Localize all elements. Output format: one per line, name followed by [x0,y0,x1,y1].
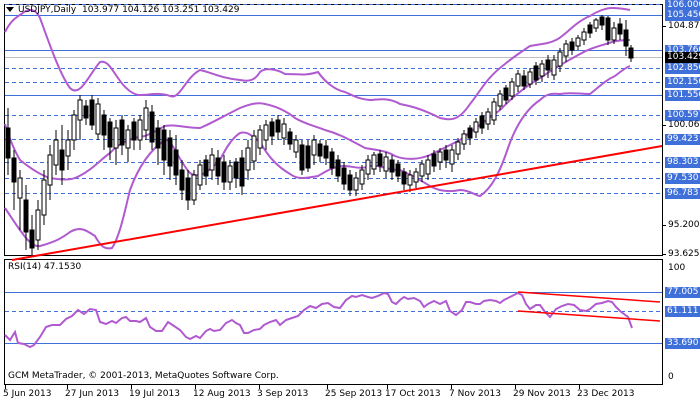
time-tick-label: 27 Jun 2013 [65,389,120,399]
time-tick-label: 25 Sep 2013 [325,389,383,399]
time-tick-label: 12 Aug 2013 [193,389,251,399]
time-tick-label: 23 Dec 2013 [577,389,635,399]
price-axis-ticks [662,26,666,255]
time-tick-label: 5 Jun 2013 [3,389,52,399]
price-level-label: 101.550 [665,90,700,101]
symbol-label: USDJPY,Daily [18,5,77,15]
candlesticks [5,15,634,255]
rsi-header: RSI(14) 47.1530 [8,262,82,272]
rsi-tick-label: 100 [668,263,686,273]
time-tick-label: 7 Nov 2013 [449,389,501,399]
price-level-label: 100.597 [665,110,700,121]
price-level-label: 106.000 [665,0,700,11]
rsi-level-lines [5,292,662,344]
bollinger-middle [4,39,631,181]
current-price-label: 103.429 [665,52,700,63]
copyright-text: GCM MetaTrader, © 2001-2013, MetaQuotes … [8,371,279,381]
support-trendline[interactable] [11,145,663,261]
time-tick-label: 17 Oct 2013 [385,389,441,399]
price-tick-label: 95.200 [668,220,700,230]
price-level-label: 103.760 [665,45,700,56]
price-level-label: 99.423 [665,134,700,145]
price-level-label: 98.303 [665,157,700,168]
rsi-channel-trendlines[interactable] [517,291,661,322]
time-axis-ticks [5,385,580,389]
rsi-line [4,291,633,349]
price-level-label: 97.530 [665,173,700,184]
ohlc-values: 103.977 104.126 103.251 103.429 [81,5,240,15]
time-tick-label: 3 Sep 2013 [257,389,309,399]
price-level-label: 105.450 [665,10,700,21]
rsi-level-label: 33.690 [665,338,700,349]
rsi-level-label: 61.111 [665,306,700,317]
price-tick-label: 104.875 [668,21,700,31]
bollinger-bands [4,6,631,250]
price-level-label: 102.150 [665,77,700,88]
rsi-tick-label: 0 [668,372,674,382]
triangle-down-icon[interactable] [6,7,14,12]
price-tick-label: 93.625 [668,249,700,259]
price-level-label: 102.850 [665,63,700,74]
chart-header: USDJPY,Daily 103.977 104.126 103.251 103… [6,5,239,16]
rsi-level-label: 77.005 [665,287,700,298]
time-tick-label: 19 Jul 2013 [129,389,180,399]
price-level-label: 96.783 [665,188,700,199]
bollinger-lower [4,65,631,250]
time-tick-label: 29 Nov 2013 [513,389,571,399]
bollinger-upper [4,6,631,121]
rsi-panel-frame [4,259,663,385]
price-level-lines [5,4,662,194]
price-tick-label: 100.060 [668,120,700,130]
